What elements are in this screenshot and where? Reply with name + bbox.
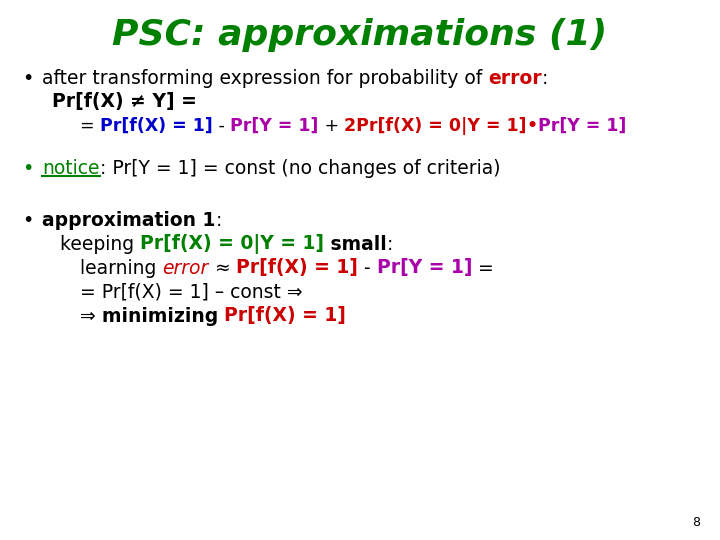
Text: =: = bbox=[80, 117, 100, 135]
Text: keeping: keeping bbox=[60, 234, 140, 253]
Text: •: • bbox=[22, 69, 33, 87]
Text: :: : bbox=[215, 211, 222, 229]
Text: ≠: ≠ bbox=[130, 92, 146, 111]
Text: Pr[f(X) = 1]: Pr[f(X) = 1] bbox=[236, 259, 359, 278]
Text: Pr[f(X) = 1]: Pr[f(X) = 1] bbox=[225, 307, 346, 326]
Text: approximation 1: approximation 1 bbox=[42, 211, 215, 229]
Text: -: - bbox=[213, 117, 230, 135]
Text: =: = bbox=[472, 259, 494, 278]
Text: :: : bbox=[542, 69, 548, 87]
Text: after transforming expression for probability of: after transforming expression for probab… bbox=[42, 69, 488, 87]
Text: Pr[f(X) = 0|Y = 1]: Pr[f(X) = 0|Y = 1] bbox=[140, 234, 324, 254]
Text: ≈: ≈ bbox=[209, 259, 236, 278]
Text: •: • bbox=[527, 117, 538, 135]
Text: Pr[Y = 1]: Pr[Y = 1] bbox=[538, 117, 626, 135]
Text: error: error bbox=[163, 259, 209, 278]
Text: 8: 8 bbox=[692, 516, 700, 529]
Text: = Pr[f(X) = 1] – const ⇒: = Pr[f(X) = 1] – const ⇒ bbox=[80, 282, 302, 301]
Text: :: : bbox=[387, 234, 393, 253]
Text: : Pr[Y = 1] = const (no changes of criteria): : Pr[Y = 1] = const (no changes of crite… bbox=[99, 159, 500, 178]
Text: Y] =: Y] = bbox=[146, 92, 197, 111]
Text: small: small bbox=[324, 234, 387, 253]
Text: PSC: approximations (1): PSC: approximations (1) bbox=[112, 18, 608, 52]
Text: error: error bbox=[488, 69, 542, 87]
Text: Pr[Y = 1]: Pr[Y = 1] bbox=[377, 259, 472, 278]
Text: notice: notice bbox=[42, 159, 99, 178]
Text: ⇒: ⇒ bbox=[80, 307, 102, 326]
Text: 2Pr[f(X) = 0|Y = 1]: 2Pr[f(X) = 0|Y = 1] bbox=[344, 117, 527, 135]
Text: •: • bbox=[22, 159, 33, 178]
Text: Pr[f(X): Pr[f(X) bbox=[52, 92, 130, 111]
Text: •: • bbox=[22, 211, 33, 229]
Text: minimizing: minimizing bbox=[102, 307, 225, 326]
Text: learning: learning bbox=[80, 259, 163, 278]
Text: -: - bbox=[359, 259, 377, 278]
Text: Pr[f(X) = 1]: Pr[f(X) = 1] bbox=[100, 117, 213, 135]
Text: Pr[Y = 1]: Pr[Y = 1] bbox=[230, 117, 319, 135]
Text: +: + bbox=[319, 117, 344, 135]
